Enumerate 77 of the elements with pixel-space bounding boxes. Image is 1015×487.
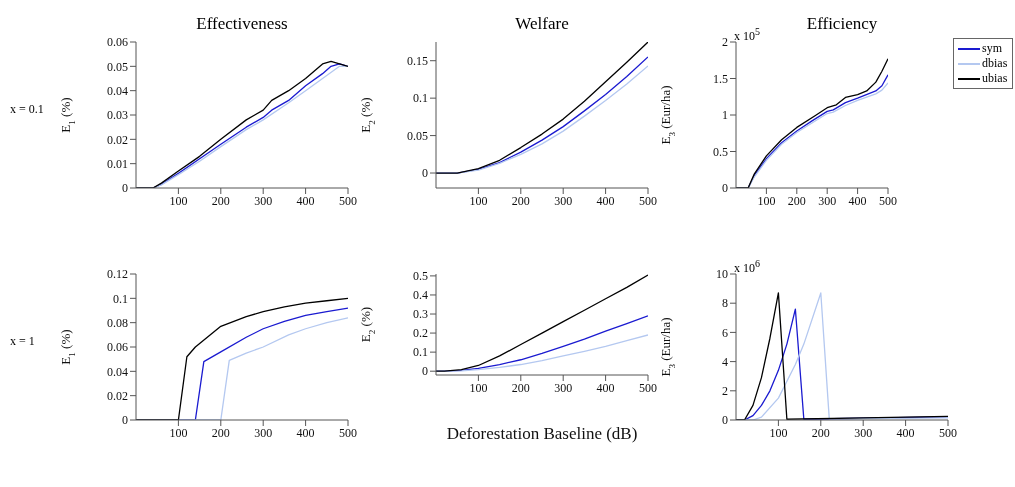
y-tick-label: 0 xyxy=(122,181,128,196)
y-tick-label: 0 xyxy=(122,413,128,428)
y-tick-label: 0.12 xyxy=(107,267,128,282)
legend-label: dbias xyxy=(982,56,1008,71)
y-tick-label: 0 xyxy=(722,181,728,196)
y-tick-label: 2 xyxy=(722,35,728,50)
y-tick-label: 6 xyxy=(722,325,728,340)
chart-title: Efficiency xyxy=(806,14,878,33)
x-tick-label: 300 xyxy=(254,193,273,208)
text: x = 1 xyxy=(10,334,35,349)
x-tick-label: 300 xyxy=(254,425,273,440)
y-tick-label: 0 xyxy=(722,413,728,428)
y-tick-label: 0.3 xyxy=(413,307,428,322)
x-tick-label: 400 xyxy=(296,193,315,208)
x-axis-title: Deforestation Baseline (dB) xyxy=(446,424,638,443)
x-tick-label: 500 xyxy=(639,193,657,208)
x-tick-label: 300 xyxy=(818,193,837,208)
line-series xyxy=(436,274,648,372)
y-tick-label: 0.03 xyxy=(107,108,128,123)
y-tick-label: 0.02 xyxy=(107,132,128,147)
x-tick-label: 200 xyxy=(211,425,230,440)
x-tick-label: 200 xyxy=(787,193,806,208)
x-tick-label: 400 xyxy=(896,425,915,440)
x-tick-label: 500 xyxy=(339,425,357,440)
x-tick-label: 400 xyxy=(848,193,867,208)
x-tick-label: 100 xyxy=(469,380,488,395)
x-tick-label: 400 xyxy=(596,380,615,395)
y-tick-label: 0.04 xyxy=(107,364,128,379)
y-tick-label: 0.05 xyxy=(407,128,428,143)
text: x = 0.1 xyxy=(10,102,44,117)
legend-label: ubias xyxy=(982,71,1008,86)
y-tick-label: 4 xyxy=(722,354,728,369)
y-tick-label: 2 xyxy=(722,384,728,399)
y-tick-label: 0.02 xyxy=(107,388,128,403)
y-tick-label: 0.01 xyxy=(107,156,128,171)
x-tick-label: 400 xyxy=(296,425,315,440)
legend-label: sym xyxy=(982,41,1003,56)
x-tick-label: 100 xyxy=(169,425,188,440)
y-tick-label: 1.5 xyxy=(713,71,728,86)
y-tick-label: 0.04 xyxy=(107,83,128,98)
x-tick-label: 500 xyxy=(639,380,657,395)
x-tick-label: 500 xyxy=(339,193,357,208)
y-tick-label: 0.4 xyxy=(413,288,428,303)
x-tick-label: 100 xyxy=(469,193,488,208)
y-tick-label: 0.2 xyxy=(413,326,428,341)
x-tick-label: 100 xyxy=(757,193,776,208)
chart-title: Effectiveness xyxy=(195,14,289,34)
y-tick-label: 8 xyxy=(722,296,728,311)
y-tick-label: 0 xyxy=(422,364,428,379)
x-tick-label: 200 xyxy=(811,425,830,440)
x-tick-label: 500 xyxy=(939,425,957,440)
y-tick-label: 0.5 xyxy=(413,269,428,284)
x-tick-label: 100 xyxy=(769,425,788,440)
annotation: x 10$^{6}$ xyxy=(734,258,760,276)
x-tick-label: 300 xyxy=(554,380,573,395)
y-tick-label: 0.15 xyxy=(407,53,428,68)
y-tick-label: 0.1 xyxy=(413,345,428,360)
y-tick-label: 10 xyxy=(716,267,728,282)
x-tick-label: 200 xyxy=(511,380,530,395)
x-tick-label: 400 xyxy=(596,193,615,208)
annotation: x 10$^{5}$ xyxy=(734,26,760,44)
y-tick-label: 0.05 xyxy=(107,59,128,74)
y-tick-label: 0.06 xyxy=(107,35,128,50)
y-tick-label: 0.1 xyxy=(413,91,428,106)
y-tick-label: 0.5 xyxy=(713,144,728,159)
x-tick-label: 300 xyxy=(854,425,873,440)
y-tick-label: 0 xyxy=(422,166,428,181)
x-tick-label: 200 xyxy=(511,193,530,208)
x-tick-label: 100 xyxy=(169,193,188,208)
x-tick-label: 300 xyxy=(554,193,573,208)
x-tick-label: 200 xyxy=(211,193,230,208)
chart-title: Welfare xyxy=(514,14,570,34)
x-tick-label: 500 xyxy=(879,193,897,208)
y-tick-label: 0.06 xyxy=(107,340,128,355)
y-tick-label: 0.1 xyxy=(113,291,128,306)
y-tick-label: 1 xyxy=(722,108,728,123)
y-tick-label: 0.08 xyxy=(107,315,128,330)
